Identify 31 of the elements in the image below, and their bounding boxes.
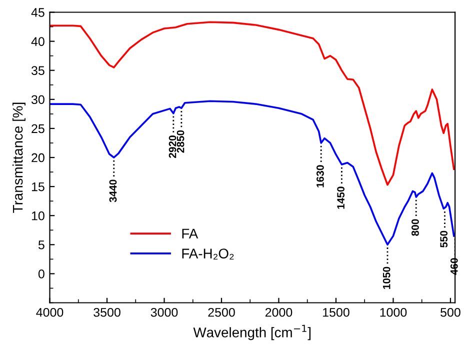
x-tick-label: 4000 — [36, 308, 64, 317]
y-tick-label: 10 — [32, 211, 44, 220]
y-tick-label: 5 — [38, 240, 44, 250]
annotation: 3440 — [109, 180, 117, 202]
annotation: 550 — [440, 230, 448, 248]
y-tick-label: 25 — [32, 124, 44, 134]
annotation: 1450 — [337, 186, 344, 209]
x-tick-label: 3000 — [150, 308, 178, 317]
annotation: 2920 — [168, 136, 176, 158]
legend-label: FA-H₂O₂ — [182, 248, 234, 260]
annotation: 1630 — [316, 165, 324, 188]
annotation: 1050 — [382, 266, 390, 289]
x-tick-label: 3500 — [94, 308, 120, 317]
y-tick-label: 30 — [31, 95, 44, 104]
x-tick-label: 2500 — [208, 308, 235, 317]
y-axis-title: Transmittance [%] — [12, 102, 26, 213]
x-tick-label: 2000 — [265, 308, 292, 317]
y-tick-label: 45 — [31, 8, 44, 17]
x-axis-title: Wavelength [cm$^{−1}$] — [193, 324, 311, 340]
annotation: 800 — [412, 219, 419, 236]
y-tick-label: 0 — [38, 270, 44, 278]
y-tick-label: 35 — [31, 66, 44, 75]
y-tick-label: 15 — [32, 182, 44, 192]
x-tick-label: 500 — [440, 308, 460, 317]
y-tick-label: 40 — [31, 37, 44, 46]
legend-label: FA — [182, 228, 198, 238]
y-tick-label: 20 — [32, 153, 44, 162]
x-tick-label: 1000 — [380, 308, 407, 317]
annotation: 2850 — [176, 130, 184, 153]
line-series — [50, 100, 455, 246]
x-tick-label: 1500 — [323, 308, 350, 317]
